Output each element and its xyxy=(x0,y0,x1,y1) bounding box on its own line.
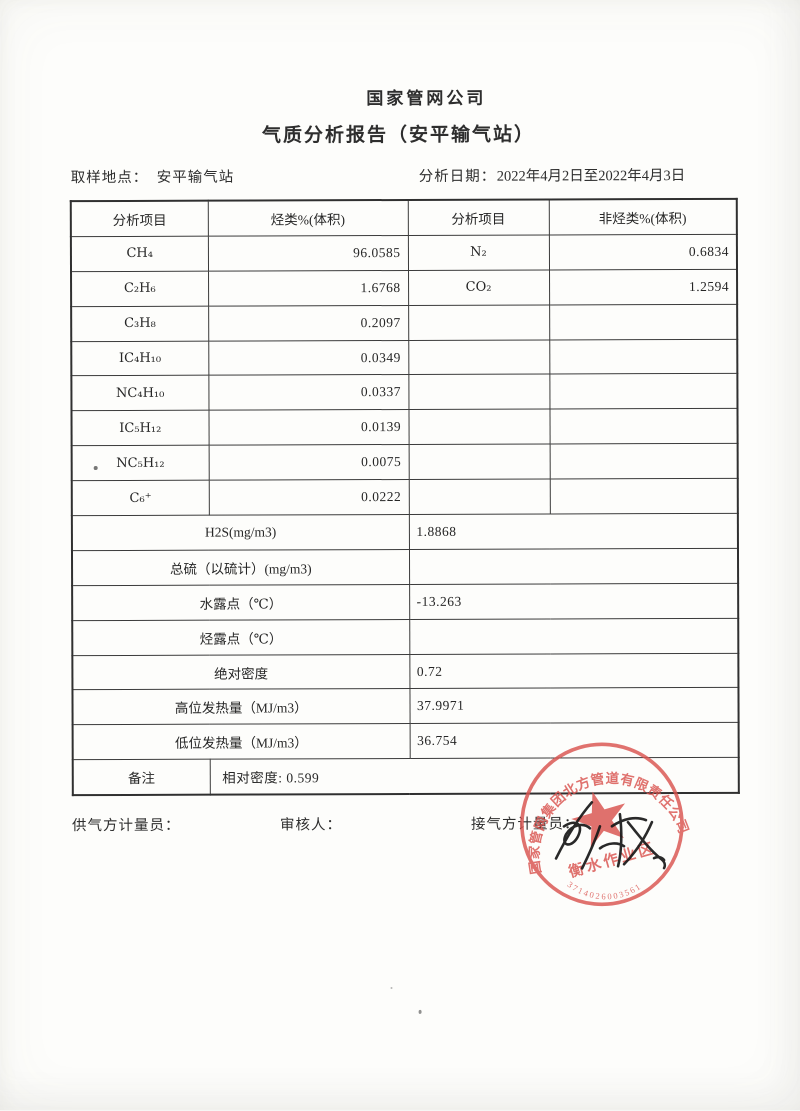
table-row: C₆⁺ 0.0222 xyxy=(71,478,738,516)
component-name xyxy=(408,479,550,515)
receiver-metrologist-label: 接气方计量员： xyxy=(470,816,580,833)
signature-row: 供气方计量员： 审核人： 接气方计量员： xyxy=(1,812,800,837)
non-hydrocarbon-value xyxy=(549,478,738,514)
hydrocarbon-value: 0.0337 xyxy=(208,374,409,411)
non-hydrocarbon-value: 1.2594 xyxy=(549,269,738,305)
table-row: H2S(mg/m3) 1.8868 xyxy=(71,513,738,551)
property-label: 水露点（℃） xyxy=(72,584,410,621)
hydrocarbon-value: 1.6768 xyxy=(208,270,409,306)
remark-value: 相对密度: 0.599 xyxy=(209,757,739,795)
non-hydrocarbon-value xyxy=(549,443,738,480)
table-row: 高位发热量（MJ/m3） 37.9971 xyxy=(72,687,739,726)
component-name: NC₄H₁₀ xyxy=(71,375,209,411)
table-row: 水露点（℃） -13.263 xyxy=(72,583,739,621)
supplier-metrologist-label: 供气方计量员： xyxy=(71,817,181,835)
hydrocarbon-value: 0.0222 xyxy=(208,479,409,516)
component-name xyxy=(408,409,550,445)
table-row: IC₄H₁₀ 0.0349 xyxy=(71,338,738,377)
column-header: 非烃类%(体积) xyxy=(548,198,737,235)
property-value: -13.263 xyxy=(409,583,739,620)
meta-row: 取样地点： 安平输气站 分析日期： 2022年4月2日至2022年4月3日 xyxy=(0,164,799,189)
table-row: CH₄ 96.0585 N₂ 0.6834 xyxy=(70,234,738,272)
component-name xyxy=(408,304,550,341)
property-label: 总硫（以硫计）(mg/m3) xyxy=(71,549,410,586)
column-header: 烃类%(体积) xyxy=(207,199,408,237)
component-name: NC₅H₁₂ xyxy=(71,445,209,481)
component-name: N₂ xyxy=(407,234,550,271)
column-header: 分析项目 xyxy=(407,199,549,236)
hydrocarbon-value: 0.0075 xyxy=(208,444,409,481)
component-name: IC₄H₁₀ xyxy=(71,340,209,377)
component-name: IC₅H₁₂ xyxy=(71,410,209,446)
table-row: C₂H₆ 1.6768 CO₂ 1.2594 xyxy=(71,269,738,307)
component-name: C₂H₆ xyxy=(71,270,209,307)
property-value xyxy=(408,548,739,585)
component-name xyxy=(408,339,550,375)
table-row: C₃H₈ 0.2097 xyxy=(71,303,738,342)
scan-artifact-dot xyxy=(390,987,393,990)
property-label: 绝对密度 xyxy=(72,654,410,691)
sample-location-label: 取样地点： xyxy=(70,169,149,187)
property-value: 37.9971 xyxy=(409,687,739,724)
remark-label: 备注 xyxy=(72,759,210,796)
non-hydrocarbon-value xyxy=(549,303,738,340)
non-hydrocarbon-value xyxy=(549,408,738,445)
company-title: 国家管网公司 xyxy=(366,88,487,109)
component-name: C₆⁺ xyxy=(71,480,209,516)
hydrocarbon-value: 0.0349 xyxy=(208,340,409,376)
analysis-date-label: 分析日期： xyxy=(418,168,497,185)
property-label: 低位发热量（MJ/m3） xyxy=(72,723,410,760)
report-title: 气质分析报告（安平输气站） xyxy=(261,124,536,147)
hydrocarbon-value: 0.2097 xyxy=(208,305,409,341)
reviewer-label: 审核人： xyxy=(279,817,342,834)
stamp-serial-number: 3714026003561 xyxy=(564,861,645,914)
non-hydrocarbon-value xyxy=(549,373,738,410)
component-name: C₃H₈ xyxy=(71,305,209,342)
property-label: 高位发热量（MJ/m3） xyxy=(72,688,410,726)
hydrocarbon-value: 0.0139 xyxy=(208,409,409,446)
table-row: 备注 相对密度: 0.599 xyxy=(72,757,739,796)
table-row: IC₅H₁₂ 0.0139 xyxy=(71,408,738,446)
table-row: 烃露点（℃） xyxy=(72,618,739,656)
scan-artifact-dot xyxy=(93,466,98,471)
component-name: CH₄ xyxy=(70,236,209,272)
gas-analysis-table: 分析项目 烃类%(体积) 分析项目 非烃类%(体积) CH₄ 96.0585 N₂ 0.683… xyxy=(69,197,740,797)
table-row: NC₅H₁₂ 0.0075 xyxy=(71,443,738,481)
analysis-date-value: 2022年4月2日至2022年4月3日 xyxy=(496,168,686,185)
sample-location-value: 安平输气站 xyxy=(156,169,235,186)
component-name xyxy=(408,444,550,480)
table-row: 低位发热量（MJ/m3） 36.754 xyxy=(72,722,739,760)
hydrocarbon-value: 96.0585 xyxy=(207,235,409,271)
table-row: 总硫（以硫计）(mg/m3) xyxy=(71,548,739,586)
table-row: 分析项目 烃类%(体积) 分析项目 非烃类%(体积) xyxy=(70,198,737,237)
property-label: 烃露点（℃） xyxy=(72,619,410,656)
scan-artifact-dot xyxy=(418,1009,422,1014)
column-header: 分析项目 xyxy=(70,200,208,237)
property-value: 1.8868 xyxy=(408,513,738,550)
property-value: 0.72 xyxy=(409,652,739,689)
non-hydrocarbon-value xyxy=(549,338,738,375)
stamp-center-text: 衡水作业区 xyxy=(567,839,658,881)
non-hydrocarbon-value: 0.6834 xyxy=(548,234,738,270)
property-value: 36.754 xyxy=(409,722,739,759)
property-value xyxy=(409,618,739,655)
component-name: CO₂ xyxy=(408,269,550,306)
table-row: 绝对密度 0.72 xyxy=(72,652,739,691)
table-row: NC₄H₁₀ 0.0337 xyxy=(71,373,738,411)
component-name xyxy=(408,374,550,410)
property-label: H2S(mg/m3) xyxy=(71,514,409,551)
